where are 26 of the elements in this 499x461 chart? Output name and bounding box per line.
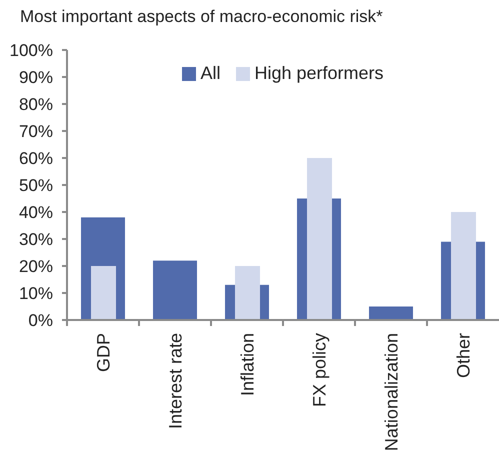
legend-label: High performers bbox=[254, 63, 384, 84]
x-tick-label: Other bbox=[453, 333, 474, 378]
y-tick-label: 40% bbox=[18, 203, 53, 222]
x-tick-label: Inflation bbox=[237, 333, 258, 396]
y-tick-label: 20% bbox=[18, 257, 53, 276]
y-tick-label: 50% bbox=[18, 176, 53, 196]
bar bbox=[91, 266, 116, 320]
y-tick-label: 30% bbox=[18, 230, 53, 250]
y-tick-label: 80% bbox=[18, 95, 53, 114]
y-tick-label: 90% bbox=[18, 68, 53, 88]
x-tick-label: FX policy bbox=[309, 333, 330, 408]
bar bbox=[235, 266, 260, 320]
bar bbox=[153, 260, 197, 320]
x-tick-label: Nationalization bbox=[381, 333, 402, 452]
bar bbox=[369, 306, 413, 320]
y-tick-label: 70% bbox=[18, 122, 53, 142]
chart-title: Most important aspects of macro-economic risk* bbox=[20, 6, 383, 28]
y-tick-label: 60% bbox=[18, 149, 53, 168]
x-tick-label: GDP bbox=[93, 333, 114, 372]
bar bbox=[307, 158, 332, 320]
legend-label: All bbox=[200, 63, 220, 84]
x-tick-label: Interest rate bbox=[165, 333, 186, 430]
y-tick-label: 100% bbox=[10, 41, 53, 60]
y-tick-label: 0% bbox=[28, 311, 53, 330]
bar bbox=[451, 212, 476, 320]
y-tick-label: 10% bbox=[18, 284, 53, 304]
